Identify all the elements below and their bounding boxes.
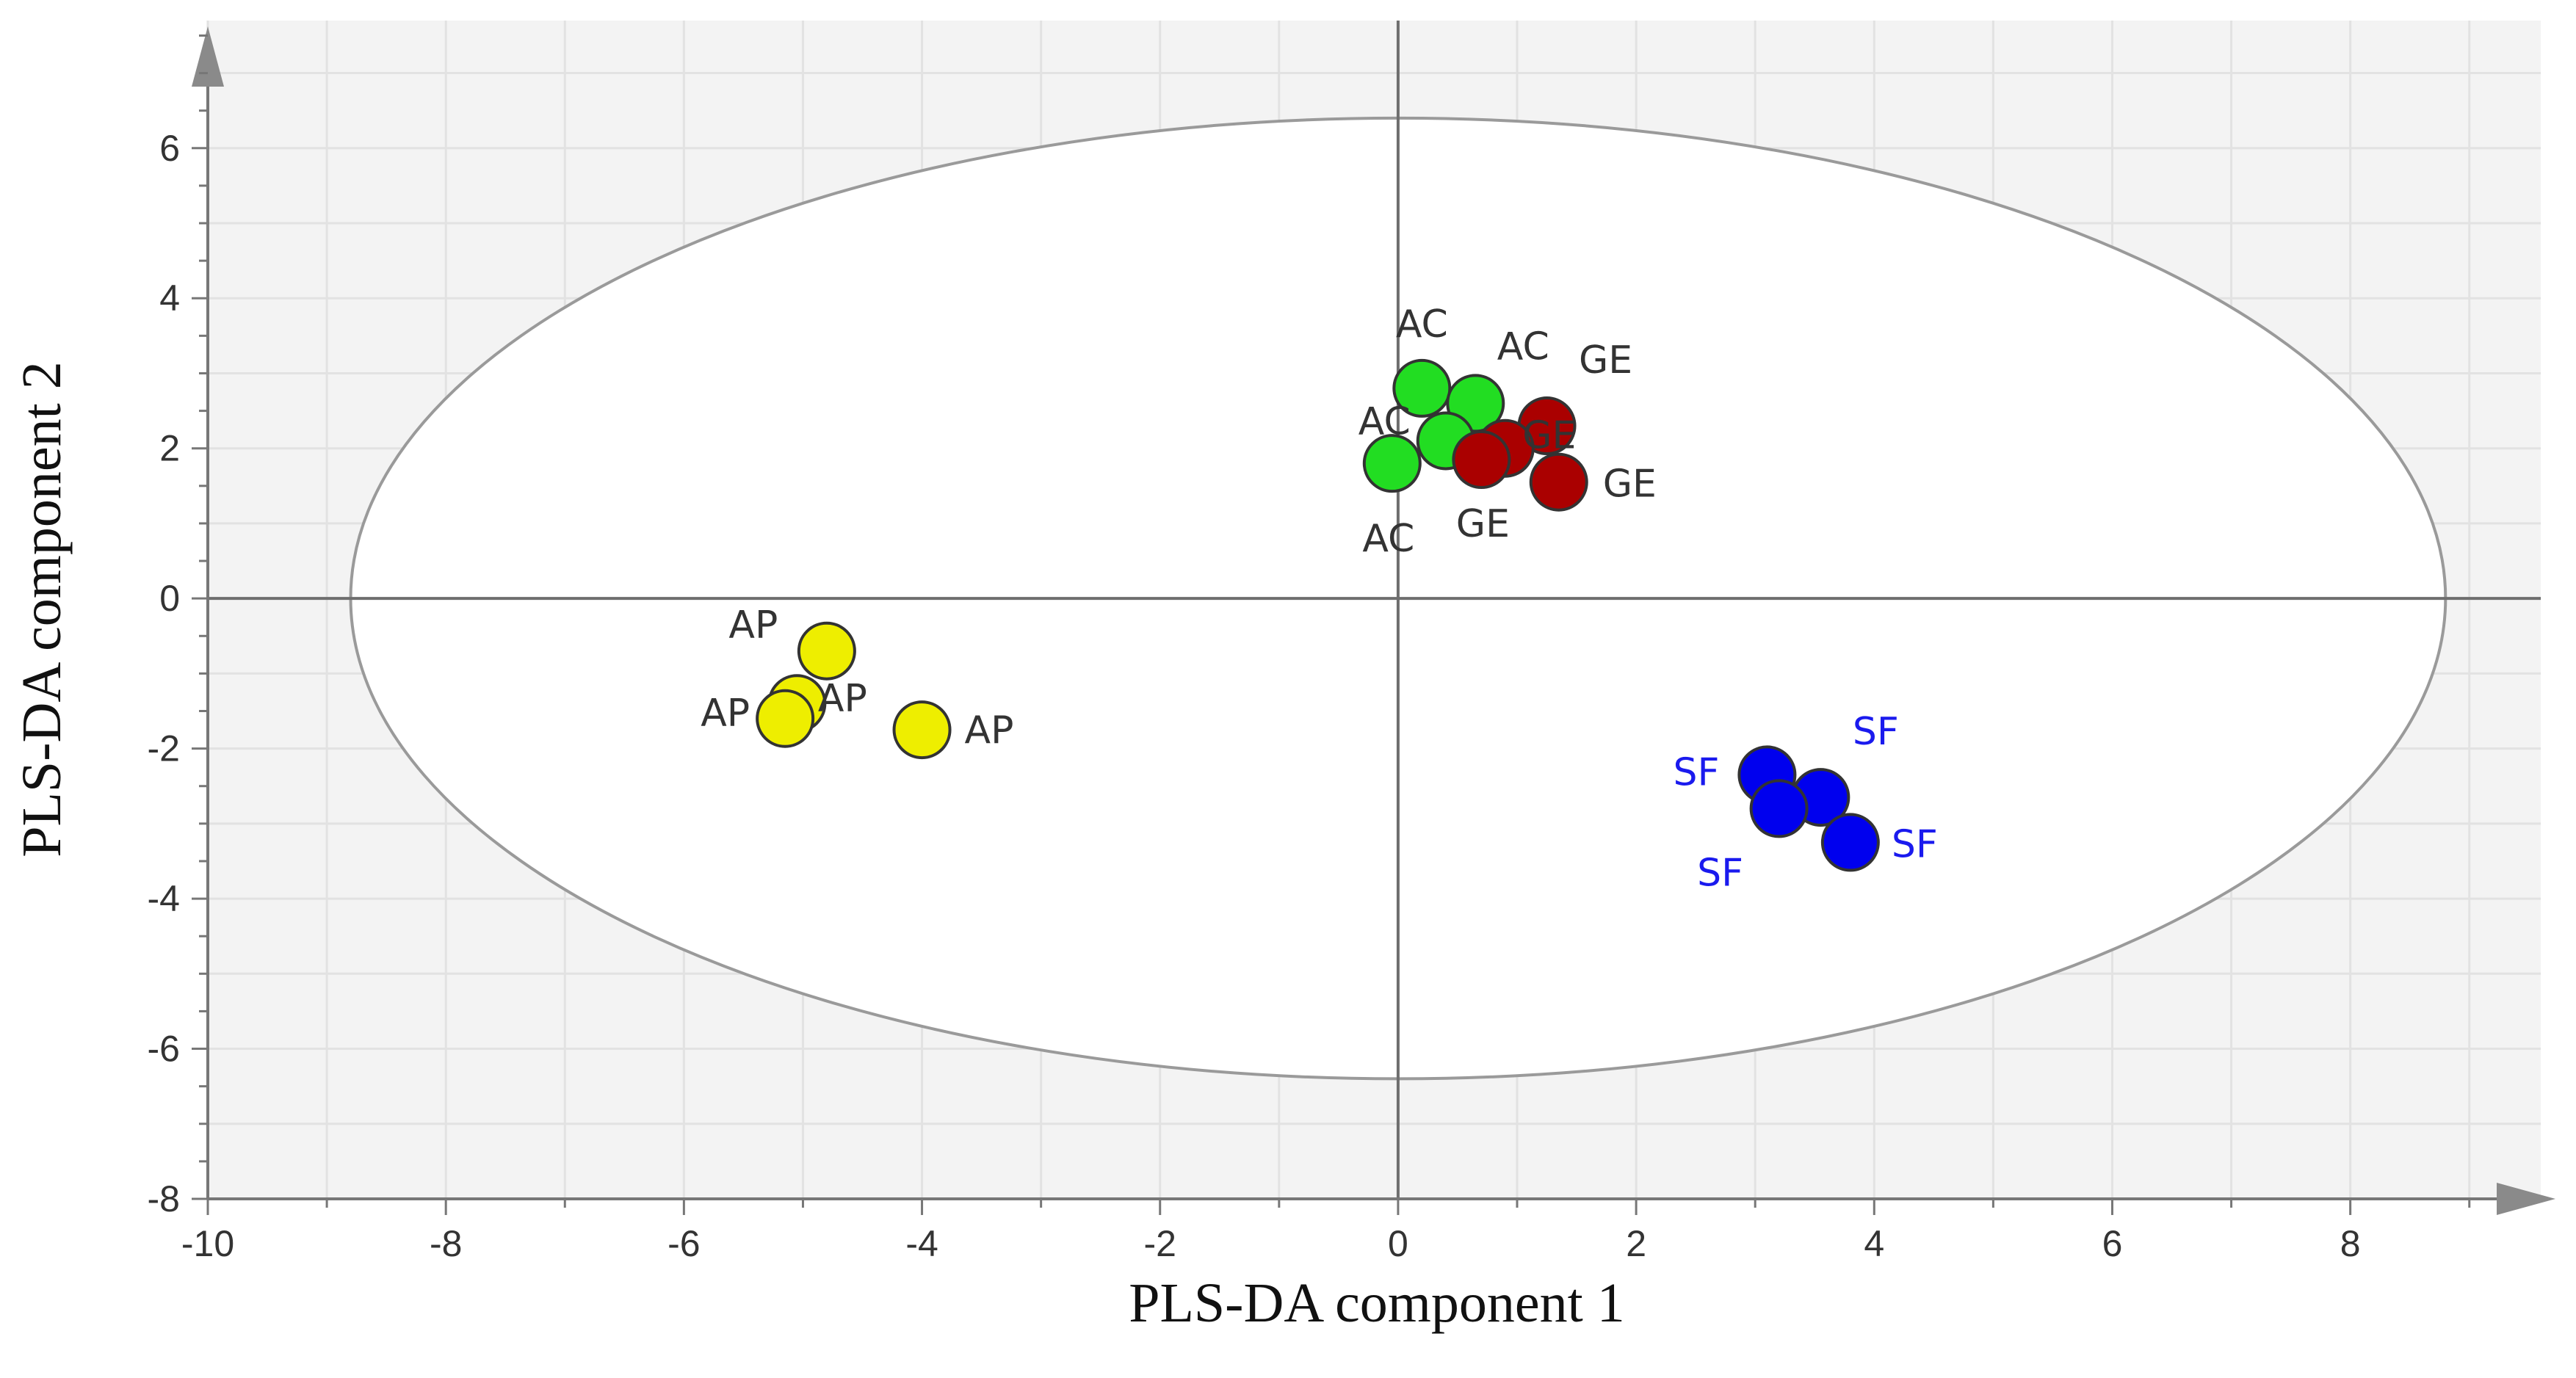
x-tick-label: 0 [1388, 1223, 1408, 1264]
point-ap [797, 621, 856, 681]
x-tick-label: 8 [2340, 1223, 2361, 1264]
point-ac [1362, 434, 1422, 493]
x-tick-label: -4 [905, 1223, 938, 1264]
label-ge: GE [1579, 338, 1632, 382]
point-ap [892, 700, 952, 760]
y-tick-label: -8 [148, 1178, 180, 1219]
x-tick-label: 6 [2102, 1223, 2123, 1264]
x-tick-label: 2 [1626, 1223, 1646, 1264]
label-ge: GE [1522, 414, 1576, 458]
label-sf: SF [1697, 851, 1743, 895]
label-sf: SF [1853, 710, 1899, 754]
label-ap: AP [728, 603, 778, 648]
point-sf [1820, 813, 1880, 872]
point-ge [1529, 452, 1588, 512]
label-sf: SF [1892, 822, 1938, 866]
x-tick-label: -6 [667, 1223, 700, 1264]
x-tick-label: -8 [430, 1223, 462, 1264]
y-tick-label: 4 [159, 278, 180, 319]
y-tick-label: -4 [148, 878, 180, 919]
label-ge: GE [1456, 502, 1510, 546]
label-sf: SF [1673, 750, 1719, 794]
y-tick-label: 2 [159, 428, 180, 469]
label-ap: AP [818, 676, 867, 720]
x-tick-label: 4 [1864, 1223, 1884, 1264]
zero-lines [208, 21, 2541, 1199]
y-tick-label: -2 [148, 728, 180, 769]
y-tick-label: 6 [159, 128, 180, 169]
point-ac [1392, 358, 1452, 418]
x-tick-label: -10 [181, 1223, 234, 1264]
y-tick-label: 0 [159, 578, 180, 619]
point-ge [1452, 430, 1511, 490]
y-axis-title: PLS-DA component 2 [11, 361, 73, 857]
label-ap: AP [701, 692, 750, 736]
point-ap [756, 689, 815, 748]
y-tick-label: -6 [148, 1029, 180, 1070]
label-ac: AC [1358, 399, 1411, 443]
label-ap: AP [965, 708, 1014, 753]
x-axis-arrow [2497, 1183, 2555, 1215]
label-ac: AC [1396, 302, 1448, 347]
point-sf [1749, 779, 1809, 838]
x-tick-label: -2 [1144, 1223, 1176, 1264]
label-ac: AC [1362, 517, 1414, 561]
y-axis-arrow [192, 26, 224, 87]
x-axis-title: PLS-DA component 1 [1129, 1272, 1625, 1334]
label-ac: AC [1497, 324, 1549, 369]
data-points [756, 358, 1880, 872]
label-ge: GE [1603, 463, 1657, 507]
